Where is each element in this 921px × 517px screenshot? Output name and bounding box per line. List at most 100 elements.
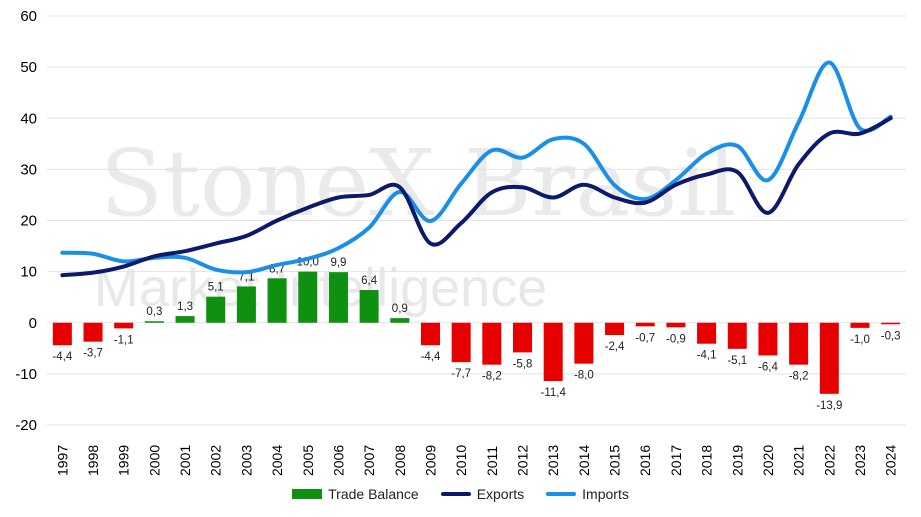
x-tick-2002: 2002: [208, 445, 224, 476]
x-tick-2009: 2009: [422, 445, 438, 476]
line-imports: [60, 60, 893, 275]
bar-label-2013: -11,4: [541, 387, 567, 399]
legend: Trade Balance Exports Imports: [0, 486, 921, 502]
x-tick-2020: 2020: [760, 445, 776, 476]
bar-label-2002: 5,1: [208, 282, 224, 294]
bar-label-2017: -0,9: [666, 333, 686, 345]
bar-label-2007: 6,4: [361, 275, 378, 287]
legend-swatch-exports: [440, 492, 471, 496]
x-tick-2000: 2000: [146, 445, 162, 476]
bar-label-1998: -3,7: [83, 348, 103, 360]
bar-2002: [206, 296, 226, 323]
gridlines: [47, 15, 906, 426]
bar-2001: [175, 316, 195, 323]
x-tick-2024: 2024: [883, 445, 899, 476]
bar-2006: [328, 272, 348, 323]
x-tick-2022: 2022: [821, 445, 837, 476]
x-tick-1998: 1998: [85, 445, 101, 476]
x-tick-2005: 2005: [300, 445, 316, 476]
bar-2018: [697, 322, 717, 344]
bar-2024: [881, 322, 901, 325]
x-tick-2006: 2006: [330, 445, 346, 476]
bar-2014: [574, 322, 594, 364]
x-tick-2015: 2015: [607, 445, 623, 476]
bar-1999: [114, 322, 134, 329]
bar-2020: [758, 322, 778, 356]
x-tick-2023: 2023: [852, 445, 868, 476]
bar-2011: [482, 322, 502, 365]
legend-label-exports: Exports: [476, 486, 525, 502]
y-tick-label: 10: [20, 264, 37, 281]
bar-2022: [819, 322, 839, 394]
y-axis-ticks: -20 -10 0 10 20 30 40 50 60: [15, 8, 37, 434]
x-axis-ticks: 1997 1998 1999 2000 2001 2002 2003 2004 2005 2006…: [54, 445, 898, 476]
x-tick-2012: 2012: [515, 445, 531, 476]
bar-label-2012: -5,8: [513, 358, 533, 370]
bar-2013: [543, 322, 563, 382]
x-tick-2021: 2021: [791, 445, 807, 476]
bar-label-2022: -13,9: [816, 400, 842, 412]
x-tick-2003: 2003: [238, 445, 254, 476]
bar-2021: [789, 322, 809, 365]
bar-label-2008: 0,9: [392, 303, 408, 315]
bar-label-2014: -8,0: [574, 370, 594, 382]
legend-label-imports: Imports: [582, 486, 629, 502]
x-tick-1997: 1997: [54, 445, 70, 476]
bar-2008: [390, 318, 410, 323]
x-tick-1999: 1999: [116, 445, 132, 476]
trade-balance-bars: [52, 271, 901, 394]
bar-2017: [666, 322, 686, 328]
bar-2012: [513, 322, 533, 353]
bar-label-2023: -1,0: [850, 334, 870, 346]
bar-label-2024: -0,3: [881, 330, 901, 342]
bar-2003: [236, 286, 256, 323]
bar-label-2000: 0,3: [146, 306, 162, 318]
bar-label-2018: -4,1: [697, 350, 717, 362]
bar-2023: [850, 322, 870, 328]
bar-label-2010: -7,7: [451, 368, 471, 380]
x-tick-2010: 2010: [453, 445, 469, 476]
legend-item-exports: Exports: [440, 486, 525, 502]
bar-label-2019: -5,1: [727, 355, 747, 367]
y-tick-label: 0: [29, 315, 37, 332]
bar-label-2016: -0,7: [635, 332, 655, 344]
legend-item-trade-balance: Trade Balance: [292, 486, 419, 502]
bar-label-2006: 9,9: [330, 257, 346, 269]
bar-label-2011: -8,2: [482, 371, 502, 383]
y-tick-label: 20: [20, 213, 37, 230]
bar-2007: [359, 290, 379, 323]
bar-2010: [451, 322, 471, 363]
x-tick-2017: 2017: [668, 445, 684, 476]
trade-balance-labels: -4,4 -3,7-1,10,3 1,35,17,18,710,0 9,96,40,9…: [52, 257, 900, 412]
bar-label-1997: -4,4: [52, 351, 72, 363]
x-tick-2014: 2014: [576, 445, 592, 476]
bar-2015: [605, 322, 625, 336]
line-exports: [60, 116, 893, 278]
watermark-line2: Market Intelligence: [94, 258, 547, 318]
bar-1998: [83, 322, 103, 342]
bar-label-2009: -4,4: [421, 351, 441, 363]
bar-label-1999: -1,1: [114, 334, 134, 346]
bar-1997: [52, 322, 72, 346]
x-tick-2018: 2018: [699, 445, 715, 476]
x-tick-2019: 2019: [729, 445, 745, 476]
legend-swatch-trade-balance: [292, 489, 323, 499]
bar-2000: [144, 321, 164, 323]
bar-label-2003: 7,1: [238, 271, 254, 283]
y-tick-label: 60: [20, 8, 37, 25]
legend-item-imports: Imports: [546, 486, 629, 502]
y-tick-label: -10: [15, 366, 37, 383]
y-tick-label: 50: [20, 59, 37, 76]
bar-2019: [727, 322, 747, 349]
bar-2005: [298, 271, 318, 323]
bar-2009: [420, 322, 440, 346]
bar-2016: [635, 322, 655, 327]
x-tick-2001: 2001: [177, 445, 193, 476]
bar-2004: [267, 278, 287, 323]
bar-label-2020: -6,4: [758, 361, 778, 373]
bar-label-2021: -8,2: [789, 371, 809, 383]
bar-label-2001: 1,3: [177, 301, 193, 313]
y-tick-label: -20: [15, 417, 37, 434]
series-lines: [60, 60, 893, 278]
